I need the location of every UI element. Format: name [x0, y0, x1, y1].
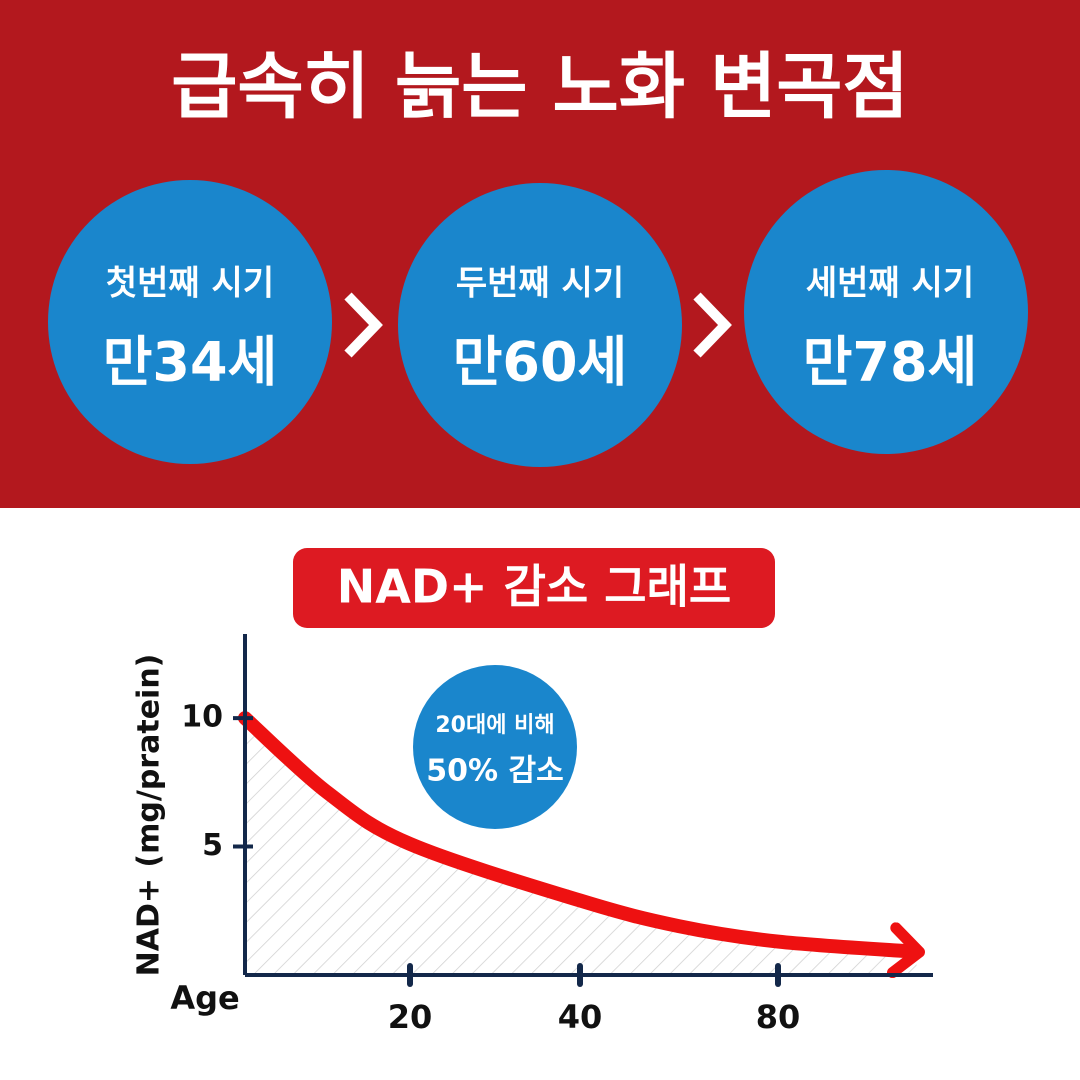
stage-age: 만60세: [453, 331, 628, 394]
chevron: [344, 292, 383, 358]
area: [245, 718, 917, 975]
plot: 5 10 20 40 80: [181, 634, 933, 1036]
y-tick-label: 5: [202, 828, 223, 863]
stage-label: 첫번째 시기: [106, 264, 274, 304]
y-axis-label: NAD+ (mg/pratein): [132, 654, 167, 977]
chart-title-pill: [293, 548, 775, 628]
annotation-badge: [413, 665, 577, 829]
annotation: 50% 감소: [426, 754, 563, 789]
stage-label: 두번째 시기: [456, 264, 624, 304]
line: [238, 711, 925, 979]
stage-circle: [744, 170, 1028, 454]
chart-title: NAD+ 감소 그래프: [337, 560, 731, 614]
x-tick-label: 40: [558, 998, 603, 1036]
chevron: [693, 292, 732, 358]
stage-label: 세번째 시기: [806, 264, 974, 304]
x-axis-label: Age: [170, 979, 239, 1017]
annotation: 20대에 비해: [435, 713, 554, 738]
x-tick-label: 80: [756, 998, 801, 1036]
stage-age: 만78세: [803, 331, 978, 394]
y-tick-label: 10: [181, 700, 223, 735]
stage-age: 만34세: [103, 331, 278, 394]
header-title: 급속히 늙는 노화 변곡점: [171, 45, 909, 129]
x-tick-label: 20: [388, 998, 433, 1036]
stage-circle: [398, 183, 682, 467]
stage-circle: [48, 180, 332, 464]
